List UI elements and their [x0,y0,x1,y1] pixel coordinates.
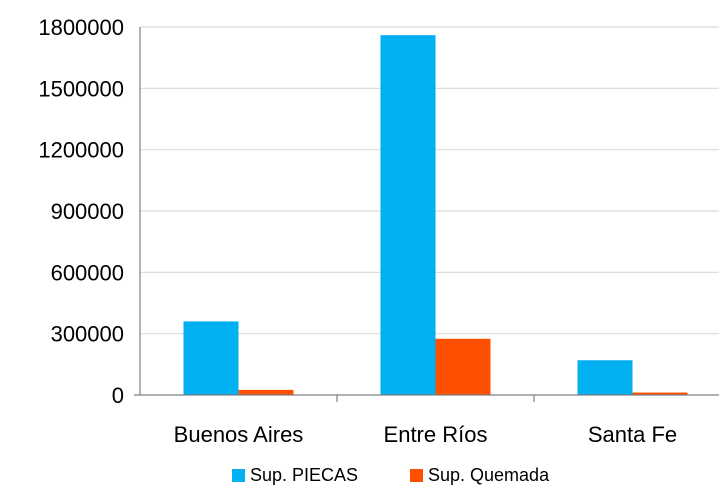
bar-sup-quemada-1 [435,338,491,395]
y-tick-label: 0 [112,383,124,408]
y-tick-label: 1200000 [38,138,124,163]
legend: Sup. PIECAS Sup. Quemada [232,465,550,485]
y-tick-label: 600000 [51,260,124,285]
y-tick-label: 1500000 [38,76,124,101]
legend-label: Sup. Quemada [428,465,550,485]
legend-label: Sup. PIECAS [250,465,358,485]
bar-sup-piecas-1 [380,35,436,396]
y-tick-label: 300000 [51,322,124,347]
y-tick-label: 1800000 [38,15,124,40]
legend-swatch [410,469,423,482]
bar-sup-quemada-0 [238,389,294,395]
legend-swatch [232,469,245,482]
x-tick-label: Entre Ríos [384,422,488,447]
bar-sup-piecas-0 [183,321,239,395]
x-tick-label: Santa Fe [588,422,677,447]
axes [134,27,719,402]
x-tick-label: Buenos Aires [174,422,304,447]
bars [183,35,688,396]
x-tick-labels: Buenos Aires Entre Ríos Santa Fe [174,422,677,447]
bar-sup-quemada-2 [632,392,688,395]
y-tick-label: 900000 [51,199,124,224]
y-tick-labels: 0 300000 600000 900000 1200000 1500000 1800000 [38,15,124,408]
bar-sup-piecas-2 [577,360,633,395]
